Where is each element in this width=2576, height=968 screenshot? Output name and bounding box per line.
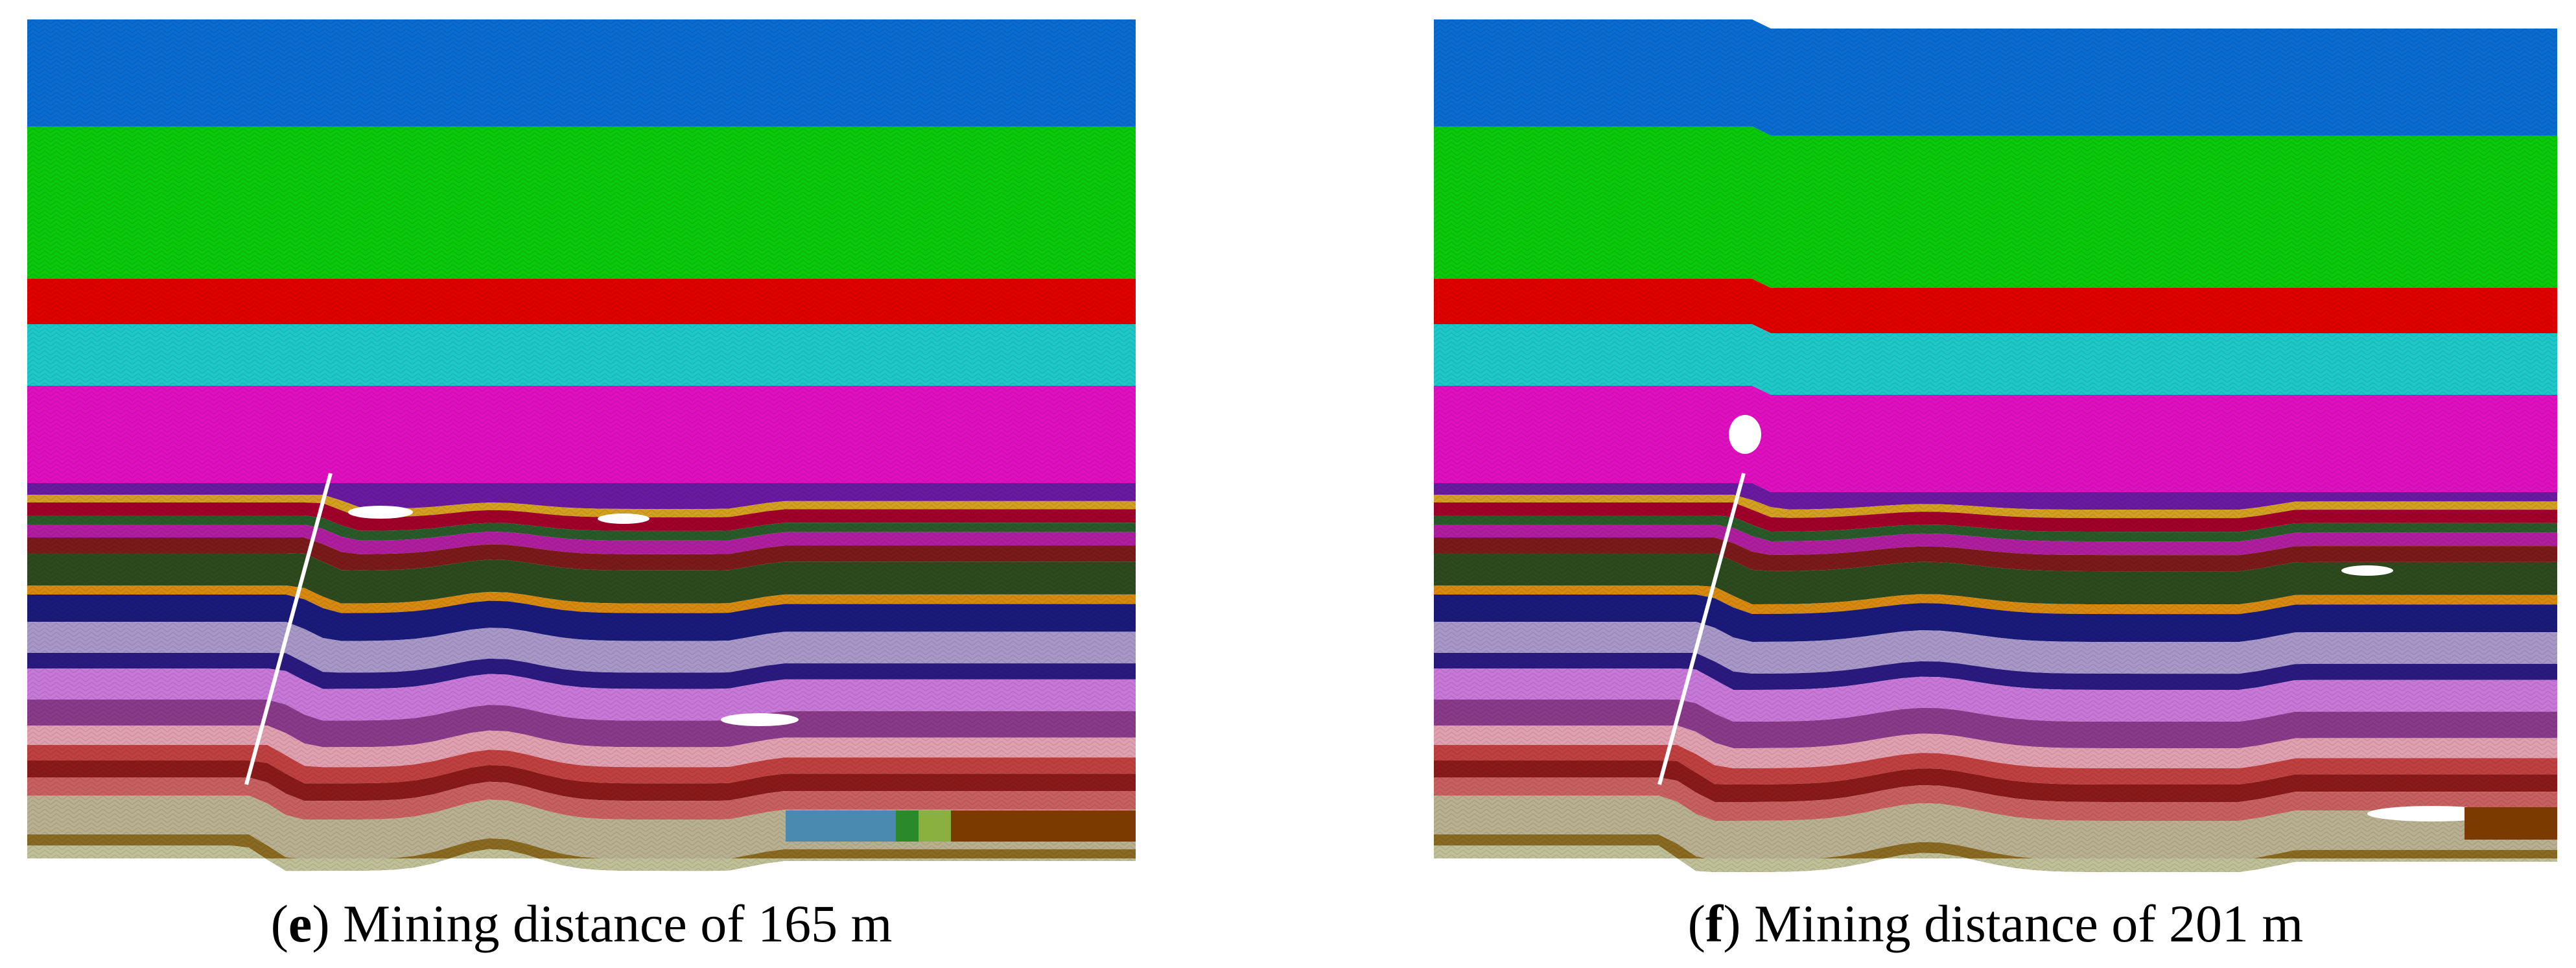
stratum-texture	[27, 525, 1136, 554]
stratum-texture	[27, 700, 1136, 748]
stratum-texture	[27, 537, 1136, 571]
stratum-texture	[27, 726, 1136, 768]
stratum-texture	[1434, 745, 2557, 785]
stratum-texture	[1434, 483, 2557, 510]
stratum-texture	[1434, 777, 2557, 821]
stratum-texture	[27, 515, 1136, 541]
separation-void	[598, 514, 650, 524]
stratum-texture	[27, 324, 1136, 386]
stratum-texture	[1434, 515, 2557, 542]
stratum-texture	[1434, 585, 2557, 615]
seam-block	[919, 810, 951, 842]
caption-f-letter: f	[1705, 894, 1724, 953]
stratum-texture	[1434, 726, 2557, 768]
stratum-texture	[1434, 386, 2557, 492]
separation-void	[348, 506, 413, 519]
stratum-texture	[27, 777, 1136, 820]
caption-e-letter: e	[288, 894, 312, 953]
fracture-line	[244, 473, 333, 785]
caption-f: (f) Mining distance of 201 m	[1687, 894, 2304, 953]
stratum-texture	[1434, 622, 2557, 674]
separation-void	[2341, 565, 2393, 576]
stratum-texture	[27, 761, 1136, 801]
caption-e-text: Mining distance of 165 m	[343, 894, 893, 953]
strata-model-e	[27, 19, 1136, 882]
stratum-texture	[1434, 796, 2557, 860]
seam-block	[2465, 807, 2557, 840]
stratum-texture	[27, 502, 1136, 531]
seam-block	[896, 810, 919, 842]
seam-block	[786, 810, 896, 842]
stratum-texture	[1434, 595, 2557, 643]
stratum-texture	[1434, 845, 2557, 872]
stratum-texture	[1434, 653, 2557, 690]
stratum-texture	[1434, 502, 2557, 532]
separation-void	[721, 713, 799, 726]
stratum-texture	[1434, 525, 2557, 556]
stratum-texture	[1434, 279, 2557, 333]
seam-block	[951, 810, 1136, 842]
stratum-texture	[27, 126, 1136, 279]
stratum-texture	[1434, 19, 2557, 136]
stratum-texture	[1434, 495, 2557, 519]
stratum-texture	[27, 622, 1136, 673]
stratum-texture	[1434, 668, 2557, 722]
stratum-texture	[27, 595, 1136, 641]
stratum-texture	[1434, 537, 2557, 572]
stratum-texture	[27, 495, 1136, 517]
stratum-texture	[27, 483, 1136, 509]
strata-model-f	[1434, 19, 2557, 882]
stratum-texture	[1434, 761, 2557, 802]
caption-f-text: Mining distance of 201 m	[1754, 894, 2304, 953]
stratum-texture	[1434, 324, 2557, 395]
stratum-texture	[1434, 700, 2557, 748]
stratum-texture	[27, 845, 1136, 871]
stratum-texture	[1434, 553, 2557, 605]
caption-e: (e) Mining distance of 165 m	[270, 894, 893, 953]
stratum-texture	[27, 279, 1136, 324]
stratum-texture	[27, 585, 1136, 613]
stratum-texture	[27, 745, 1136, 784]
stratum-texture	[1434, 126, 2557, 288]
stratum-texture	[27, 19, 1136, 126]
fracture-line	[1657, 473, 1746, 785]
panel-f-model	[1434, 19, 2557, 882]
separation-void	[1729, 415, 1761, 454]
panel-e-model	[27, 19, 1136, 882]
stratum-texture	[27, 386, 1136, 483]
stratum-texture	[27, 668, 1136, 721]
stratum-texture	[27, 653, 1136, 689]
